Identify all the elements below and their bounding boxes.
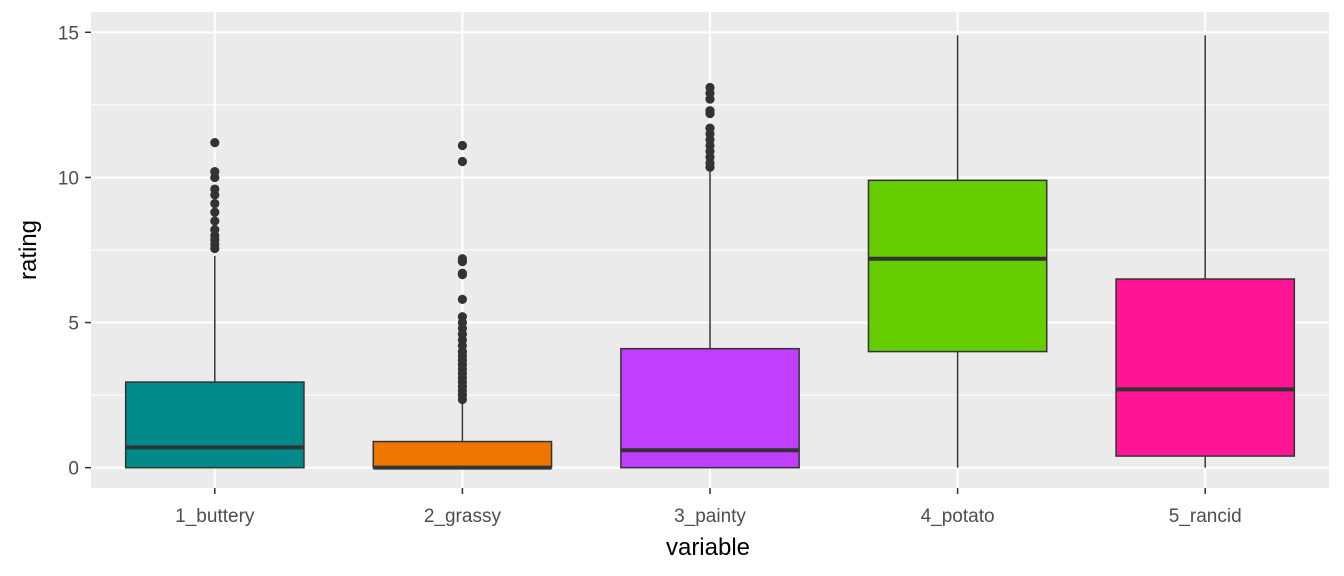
y-tick-label: 15 — [58, 23, 79, 44]
outlier-point — [457, 312, 467, 322]
outlier-point — [210, 216, 220, 226]
box-series — [124, 35, 1296, 470]
y-tick-label: 0 — [68, 459, 79, 480]
outlier-point — [457, 294, 467, 304]
box-body — [1115, 278, 1296, 457]
y-axis-title: rating — [15, 220, 42, 280]
box-body — [372, 440, 553, 469]
box-body — [124, 381, 305, 469]
outlier-point — [457, 156, 467, 167]
x-tick-label: 5_rancid — [1169, 506, 1242, 527]
x-tick-label: 2_grassy — [424, 506, 502, 527]
outlier-point — [705, 106, 715, 116]
outlier-point — [210, 167, 220, 177]
box-body — [867, 179, 1048, 353]
x-axis: 1_buttery 2_grassy 3_painty 4_potato 5_ranci… — [175, 488, 1242, 527]
box-1_buttery — [124, 138, 305, 469]
box-2_grassy — [372, 140, 553, 470]
outlier-point — [210, 207, 220, 217]
box-4_potato — [867, 35, 1048, 468]
y-tick-label: 10 — [58, 168, 79, 189]
outlier-point — [705, 123, 715, 133]
outlier-point — [457, 254, 467, 264]
outlier-point — [457, 268, 467, 278]
outlier-point — [705, 82, 715, 93]
x-tick-label: 1_buttery — [175, 506, 255, 527]
x-tick-label: 3_painty — [674, 506, 746, 527]
outlier-point — [210, 138, 220, 148]
outlier-point — [210, 184, 220, 194]
outlier-point — [210, 198, 220, 209]
box-5_rancid — [1115, 35, 1296, 468]
outlier-point — [457, 140, 467, 151]
x-tick-label: 4_potato — [921, 506, 995, 527]
box-3_painty — [620, 82, 800, 469]
outlier-point — [210, 225, 220, 235]
x-axis-title: variable — [666, 534, 750, 561]
y-axis: 0 5 10 15 — [58, 23, 91, 480]
box-body — [620, 347, 800, 469]
y-tick-label: 5 — [68, 314, 79, 335]
